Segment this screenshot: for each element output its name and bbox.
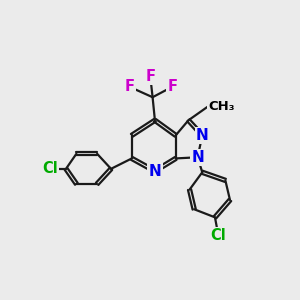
Text: F: F [124,79,134,94]
Text: N: N [196,128,208,143]
Text: F: F [145,69,155,84]
Text: F: F [167,79,177,94]
Text: N: N [148,164,161,178]
Text: CH₃: CH₃ [208,100,235,113]
Text: N: N [191,150,204,165]
Text: Cl: Cl [211,228,226,243]
Text: Cl: Cl [42,161,58,176]
